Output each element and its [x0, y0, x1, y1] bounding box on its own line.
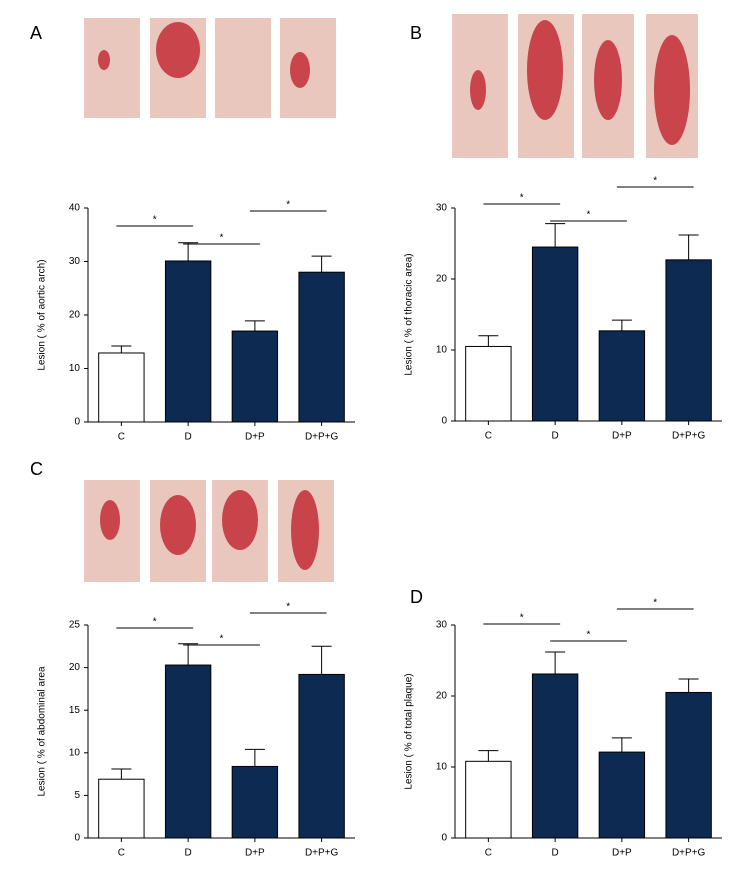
bar	[298, 271, 345, 423]
y-tick-label: 10	[69, 363, 81, 374]
y-axis-label: Lesion ( % of total plaque)	[404, 673, 415, 789]
photos	[84, 14, 698, 582]
y-tick-label: 0	[441, 416, 447, 427]
x-tick-label: D+P+G	[672, 848, 706, 859]
bar	[164, 260, 212, 423]
significance-label: *	[153, 617, 157, 628]
y-tick-label: 30	[436, 620, 448, 631]
y-tick-label: 0	[74, 417, 80, 428]
x-tick-label: D+P+G	[305, 848, 339, 859]
x-tick-label: D	[185, 432, 192, 443]
x-tick-label: C	[485, 431, 492, 442]
y-tick-label: 5	[74, 790, 80, 801]
significance-label: *	[286, 200, 290, 211]
significance-label: *	[653, 176, 657, 187]
y-tick-label: 0	[74, 833, 80, 844]
bar	[465, 760, 512, 839]
bar	[98, 778, 145, 839]
x-tick-label: D+P+G	[305, 432, 339, 443]
x-tick-label: D	[552, 431, 559, 442]
x-tick-label: D+P+G	[672, 431, 706, 442]
y-tick-label: 30	[436, 203, 448, 214]
bar	[665, 259, 712, 422]
bar	[598, 330, 646, 422]
bar	[231, 330, 279, 423]
bar	[98, 352, 145, 423]
x-tick-label: D+P	[612, 431, 632, 442]
panel-label: D	[410, 587, 423, 607]
y-tick-label: 20	[436, 274, 448, 285]
significance-label: *	[286, 602, 290, 613]
y-tick-label: 10	[69, 747, 81, 758]
bar	[298, 673, 345, 839]
x-tick-label: D	[185, 848, 192, 859]
y-tick-label: 0	[441, 833, 447, 844]
panel-label: B	[410, 23, 422, 43]
y-tick-label: 15	[69, 705, 81, 716]
y-tick-label: 20	[69, 662, 81, 673]
significance-label: *	[587, 210, 591, 221]
bar	[531, 246, 579, 422]
significance-label: *	[220, 233, 224, 244]
y-tick-label: 20	[436, 691, 448, 702]
significance-label: *	[153, 215, 157, 226]
y-tick-label: 10	[436, 762, 448, 773]
bar	[531, 673, 579, 839]
x-tick-label: D+P	[245, 432, 265, 443]
x-tick-label: C	[118, 432, 125, 443]
significance-label: *	[520, 613, 524, 624]
bar	[465, 345, 512, 422]
panel-label: C	[30, 459, 43, 479]
y-axis-label: Lesion ( % of thoracic area)	[404, 253, 415, 375]
bar	[164, 664, 212, 839]
x-tick-label: C	[118, 848, 125, 859]
y-tick-label: 10	[436, 345, 448, 356]
y-axis-label: Lesion ( % of abdominal area	[37, 666, 48, 797]
bar	[231, 765, 279, 839]
x-tick-label: D+P	[245, 848, 265, 859]
y-tick-label: 40	[69, 203, 81, 214]
y-tick-label: 25	[69, 620, 81, 631]
bar	[665, 691, 712, 839]
panel-label: A	[30, 23, 42, 43]
y-tick-label: 30	[69, 256, 81, 267]
significance-label: *	[653, 598, 657, 609]
significance-label: *	[520, 193, 524, 204]
y-axis-label: Lesion ( % of aortic arch)	[37, 259, 48, 370]
bar	[598, 751, 646, 839]
x-tick-label: D	[552, 848, 559, 859]
significance-label: *	[587, 630, 591, 641]
x-tick-label: C	[485, 848, 492, 859]
x-tick-label: D+P	[612, 848, 632, 859]
y-tick-label: 20	[69, 310, 81, 321]
significance-label: *	[220, 634, 224, 645]
